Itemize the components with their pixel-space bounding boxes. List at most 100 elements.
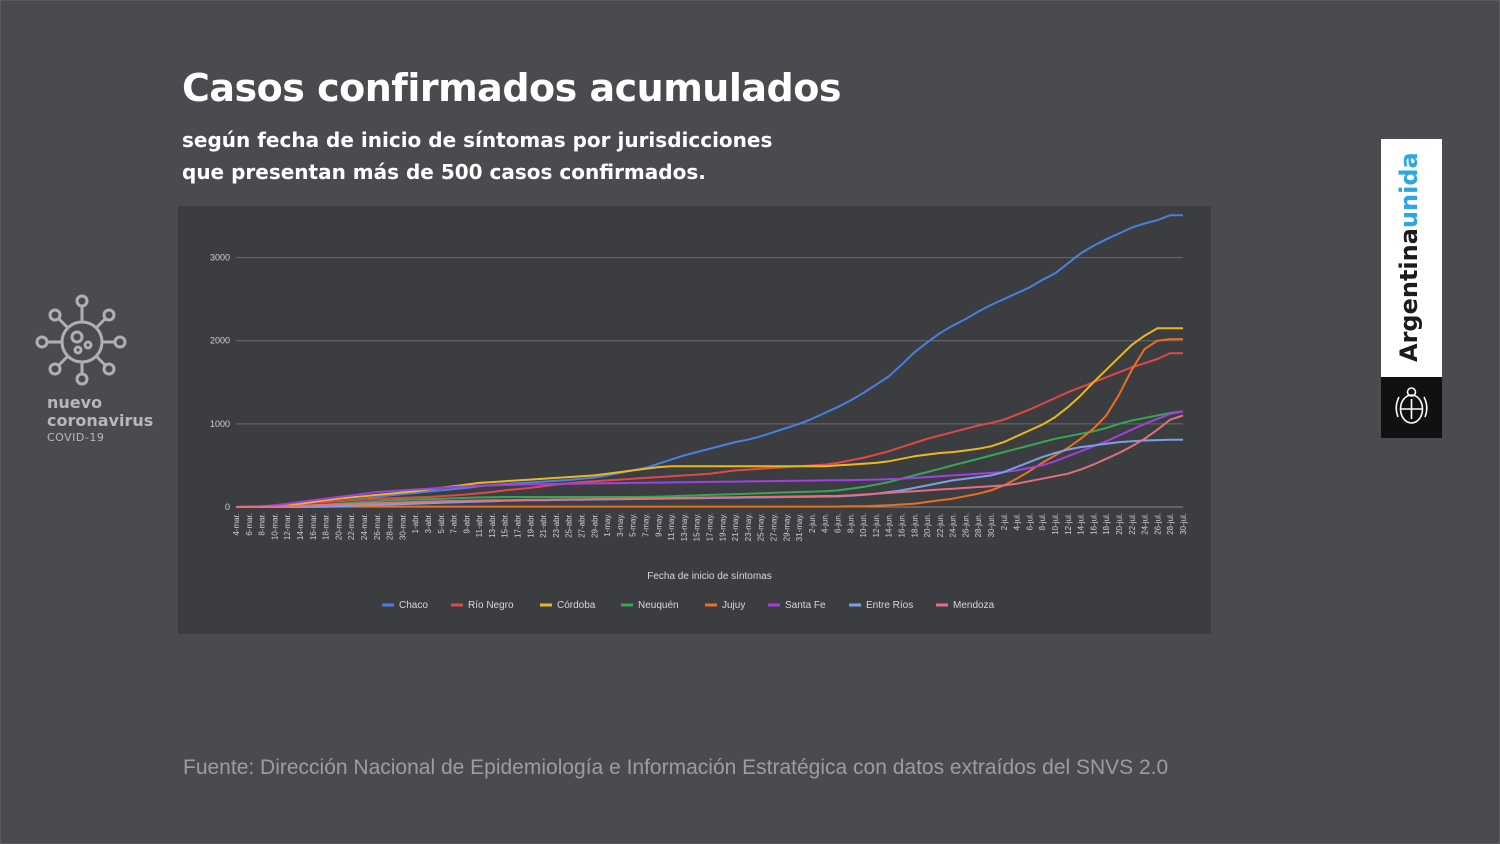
source-note: Fuente: Dirección Nacional de Epidemiolo… (183, 756, 1169, 779)
x-tick-label: 18-jul. (1102, 513, 1111, 535)
x-tick-label: 20-jun. (923, 513, 932, 537)
argentina-unida-banner (1381, 139, 1442, 377)
brand-line-2: coronavirus (47, 411, 154, 430)
x-tick-label: 1-may. (603, 513, 612, 537)
legend-label: Jujuy (722, 600, 745, 611)
subtitle-line-2: que presentan más de 500 casos confirmad… (182, 160, 706, 184)
coat-of-arms-icon (1381, 377, 1442, 438)
x-tick-label: 11-abr. (475, 513, 484, 537)
brand-word-argentina: Argentina (1395, 228, 1423, 362)
x-tick-label: 9-may. (654, 513, 663, 537)
x-tick-label: 7-abr. (450, 513, 459, 533)
legend-label: Entre Ríos (866, 600, 913, 611)
legend-label: Chaco (399, 600, 428, 611)
x-tick-label: 13-abr. (488, 513, 497, 538)
x-tick-label: 28-jul. (1166, 513, 1175, 535)
x-tick-label: 6-jul. (1025, 513, 1034, 530)
x-tick-label: 2-jun. (808, 513, 817, 533)
series-line-r-o-negro (235, 352, 1183, 508)
series-line-jujuy (236, 338, 1183, 508)
legend-label: Mendoza (953, 600, 995, 611)
x-tick-label: 8-jun. (846, 513, 855, 533)
y-tick-label: 2000 (210, 336, 230, 346)
x-tick-label: 3-abr. (424, 513, 433, 533)
x-tick-label: 10-jul. (1051, 513, 1060, 535)
x-tick-label: 29-may. (782, 513, 791, 541)
x-tick-label: 30-jul. (1179, 513, 1188, 535)
x-tick-label: 16-jun. (897, 513, 906, 537)
series-line-c-rdoba (235, 327, 1183, 508)
x-tick-label: 10-mar. (270, 513, 279, 540)
x-tick-label: 24-jul. (1141, 513, 1150, 535)
legend-label: Río Negro (468, 600, 514, 611)
x-tick-label: 18-jun. (910, 513, 919, 537)
x-tick-label: 2-jul. (1000, 513, 1009, 530)
x-tick-label: 14-jun. (885, 513, 894, 537)
x-tick-label: 15-abr. (501, 513, 510, 538)
x-tick-label: 20-mar. (334, 513, 343, 540)
brand-line-3: COVID-19 (47, 431, 105, 444)
page-subtitle: según fecha de inicio de síntomas por ju… (182, 124, 772, 188)
x-tick-label: 27-abr. (578, 513, 587, 538)
brand-word-unida: unida (1395, 152, 1423, 229)
x-tick-label: 28-jun. (974, 513, 983, 537)
x-tick-label: 4-jul. (1013, 513, 1022, 530)
x-tick-label: 4-mar. (232, 513, 241, 536)
argentina-unida-text: Argentinaunida (1395, 152, 1423, 362)
x-tick-label: 7-may. (642, 513, 651, 537)
x-tick-label: 22-mar. (347, 513, 356, 540)
x-tick-label: 20-jul. (1115, 513, 1124, 535)
brand-line-1: nuevo (47, 393, 103, 412)
series-line-neuqu-n (236, 410, 1184, 508)
x-tick-label: 12-jul. (1064, 513, 1073, 535)
legend-label: Santa Fe (785, 600, 826, 611)
x-tick-label: 1-abr. (411, 513, 420, 533)
coronavirus-brand: nuevo coronavirus COVID-19 (32, 292, 172, 446)
x-tick-label: 9-abr. (462, 513, 471, 533)
virus-icon (35, 294, 127, 386)
x-tick-label: 22-jul. (1128, 513, 1137, 535)
y-tick-label: 0 (225, 502, 230, 512)
series-line-santa-fe (235, 410, 1184, 508)
x-tick-label: 23-abr. (552, 513, 561, 538)
x-tick-label: 16-mar. (309, 513, 318, 540)
chart-panel: 0 1000 2000 3000 4-mar. 6-mar. 8-mar. 10-mar. 12… (178, 206, 1211, 634)
x-tick-label: 27-may. (769, 513, 778, 541)
y-tick-label: 1000 (210, 419, 230, 429)
x-tick-label: 12-jun. (872, 513, 881, 537)
x-tick-label: 17-may. (706, 513, 715, 541)
x-tick-label: 18-mar. (322, 513, 331, 540)
y-tick-label: 3000 (210, 253, 230, 263)
x-tick-label: 6-jun. (833, 513, 842, 533)
x-tick-label: 10-jun. (859, 513, 868, 537)
x-tick-label: 25-abr. (565, 513, 574, 538)
x-tick-label: 19-abr. (526, 513, 535, 538)
series-line-mendoza (236, 414, 1184, 508)
x-tick-label: 25-may. (757, 513, 766, 541)
x-tick-label: 13-may. (680, 513, 689, 541)
x-tick-label: 6-mar. (245, 513, 254, 536)
x-tick-label: 5-abr. (437, 513, 446, 533)
x-tick-label: 28-mar. (386, 513, 395, 540)
x-tick-label: 12-mar. (283, 513, 292, 540)
x-tick-label: 14-jul. (1077, 513, 1086, 535)
x-tick-label: 8-jul. (1038, 513, 1047, 530)
x-axis-label: Fecha de inicio de síntomas (647, 571, 772, 582)
x-tick-label: 15-may. (693, 513, 702, 541)
x-tick-label: 30-jun. (987, 513, 996, 537)
legend-label: Neuquén (638, 600, 679, 611)
x-tick-label: 4-jun. (821, 513, 830, 533)
page-title: Casos confirmados acumulados (182, 66, 841, 110)
x-tick-label: 30-mar. (398, 513, 407, 540)
x-tick-label: 14-mar. (296, 513, 305, 540)
x-tick-label: 29-abr. (590, 513, 599, 538)
x-tick-label: 16-jul. (1089, 513, 1098, 535)
x-tick-label: 17-abr. (514, 513, 523, 538)
x-tick-label: 21-may. (731, 513, 740, 541)
x-tick-label: 24-jun. (949, 513, 958, 537)
series-line-chaco (235, 214, 1183, 508)
x-tick-label: 23-may. (744, 513, 753, 541)
x-tick-label: 19-may. (718, 513, 727, 541)
x-tick-label: 5-may. (629, 513, 638, 537)
x-tick-label: 24-mar. (360, 513, 369, 540)
